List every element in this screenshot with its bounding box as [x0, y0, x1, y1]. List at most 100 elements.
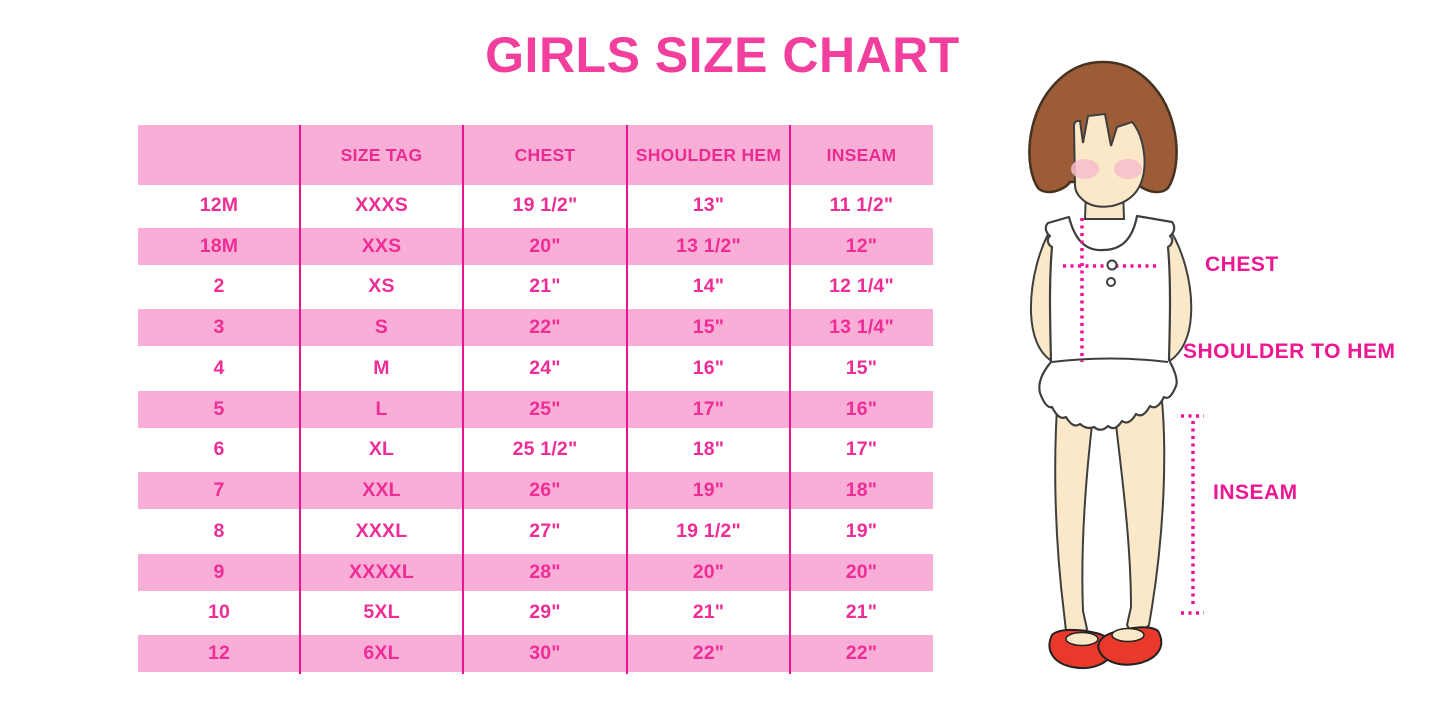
inseam-label: INSEAM: [1213, 481, 1298, 504]
table-row: 10 5XL 29" 21" 21": [138, 593, 933, 634]
cell-size-tag: 5XL: [363, 601, 400, 624]
blush-left: [1071, 159, 1099, 179]
cell-size-tag: XXXL: [355, 519, 408, 542]
cell-size-tag: 6XL: [363, 642, 400, 665]
cell-chest: 29": [529, 601, 561, 624]
cell-size: 3: [213, 316, 225, 339]
column-divider: [299, 125, 301, 674]
blush-right: [1114, 159, 1142, 179]
cell-size: 5: [213, 397, 225, 420]
cell-size-tag: XS: [368, 275, 395, 298]
cell-shoulder-hem: 18": [692, 438, 725, 461]
button-bottom: [1106, 277, 1116, 287]
cell-size: 6: [213, 438, 225, 461]
table-row: 7 XXL 26" 19" 18": [138, 470, 933, 511]
page-title: GIRLS SIZE CHART: [485, 27, 960, 83]
header-cell-size-tag: SIZE TAG: [340, 144, 423, 165]
cell-size: 10: [207, 601, 231, 624]
girl-illustration: [1028, 60, 1204, 669]
cell-size-tag: XL: [368, 438, 395, 461]
size-chart-table: SIZE TAG CHEST SHOULDER HEM INSEAM 12M X…: [138, 125, 933, 674]
shoe-right-instep: [1111, 627, 1145, 643]
cell-shoulder-hem: 22": [692, 642, 725, 665]
cell-shoulder-hem: 19 1/2": [676, 519, 741, 542]
table-row: 4 M 24" 16" 15": [138, 348, 933, 389]
cell-shoulder-hem: 15": [692, 316, 725, 339]
cell-size: 12: [207, 642, 231, 665]
cell-inseam: 12": [845, 234, 878, 257]
cell-chest: 19 1/2": [512, 193, 578, 216]
header-cell-size: [138, 125, 300, 185]
cell-chest: 28": [529, 560, 561, 583]
table-row: 5 L 25" 17" 16": [138, 388, 933, 430]
cell-inseam: 15": [845, 356, 878, 379]
cell-inseam: 16": [845, 397, 878, 420]
table-row: 12 6XL 30" 22" 22": [138, 633, 933, 674]
cell-size: 8: [213, 519, 225, 542]
cell-shoulder-hem: 17": [692, 397, 725, 420]
chest-label: CHEST: [1205, 253, 1279, 276]
header-cell-inseam: INSEAM: [826, 144, 897, 165]
column-divider: [789, 125, 791, 674]
cell-inseam: 21": [845, 601, 878, 624]
table-row: 12M XXXS 19 1/2" 13" 11 1/2": [138, 185, 933, 226]
table-row: 18M XXS 20" 13 1/2" 12": [138, 225, 933, 267]
cell-size: 12M: [199, 193, 239, 216]
header-cell-chest: CHEST: [514, 144, 576, 165]
cell-shoulder-hem: 20": [692, 560, 725, 583]
dress: [1038, 214, 1178, 431]
cell-inseam: 20": [845, 560, 878, 583]
header-cell-shoulder-hem: SHOULDER HEM: [635, 144, 782, 165]
cell-size-tag: XXXXL: [349, 560, 414, 583]
table-row: 3 S 22" 15" 13 1/4": [138, 307, 933, 348]
column-divider: [462, 125, 464, 674]
cell-inseam: 18": [845, 479, 878, 502]
cell-size: 2: [213, 275, 225, 298]
waist-seam: [1051, 357, 1169, 363]
cell-shoulder-hem: 19": [692, 479, 725, 502]
cell-size-tag: XXL: [362, 479, 401, 502]
measurement-figure: CHEST SHOULDER TO HEM INSEAM: [990, 55, 1445, 723]
cell-inseam: 17": [845, 438, 878, 461]
cell-size-tag: S: [374, 316, 389, 339]
face: [1072, 112, 1146, 208]
cell-chest: 24": [529, 356, 561, 379]
button-top: [1106, 259, 1118, 271]
cell-chest: 27": [529, 519, 561, 542]
cell-chest: 26": [529, 479, 561, 502]
cell-inseam: 11 1/2": [829, 193, 894, 216]
table-row: 2 XS 21" 14" 12 1/4": [138, 267, 933, 308]
leg-left: [1054, 391, 1097, 637]
table-row: 8 XXXL 27" 19 1/2" 19": [138, 511, 933, 552]
cell-chest: 25": [529, 397, 561, 420]
shoulder-to-hem-label: SHOULDER TO HEM: [1183, 340, 1396, 363]
cell-size-tag: L: [375, 397, 388, 420]
cell-shoulder-hem: 21": [692, 601, 725, 624]
cell-size: 4: [213, 356, 225, 379]
cell-chest: 20": [529, 234, 561, 257]
cell-inseam: 22": [845, 642, 878, 665]
table-row: 9 XXXXL 28" 20" 20": [138, 551, 933, 593]
cell-shoulder-hem: 13": [692, 193, 725, 216]
cell-shoulder-hem: 16": [692, 356, 725, 379]
cell-chest: 30": [529, 642, 561, 665]
cell-inseam: 12 1/4": [829, 275, 894, 298]
cell-size-tag: XXXS: [355, 193, 408, 216]
cell-shoulder-hem: 13 1/2": [676, 234, 741, 257]
column-divider: [626, 125, 628, 674]
cell-inseam: 19": [845, 519, 878, 542]
table-header-row: SIZE TAG CHEST SHOULDER HEM INSEAM: [138, 125, 933, 185]
cell-chest: 22": [529, 316, 561, 339]
cell-chest: 21": [529, 275, 561, 298]
table-row: 6 XL 25 1/2" 18" 17": [138, 430, 933, 471]
shoe-left-instep: [1065, 631, 1099, 647]
cell-size: 7: [213, 479, 225, 502]
cell-chest: 25 1/2": [512, 438, 578, 461]
cell-size: 18M: [199, 234, 239, 257]
leg-right: [1111, 389, 1166, 632]
cell-size-tag: XXS: [361, 234, 402, 257]
cell-shoulder-hem: 14": [692, 275, 725, 298]
cell-inseam: 13 1/4": [829, 316, 894, 339]
cell-size-tag: M: [373, 356, 390, 379]
cell-size: 9: [213, 560, 225, 583]
